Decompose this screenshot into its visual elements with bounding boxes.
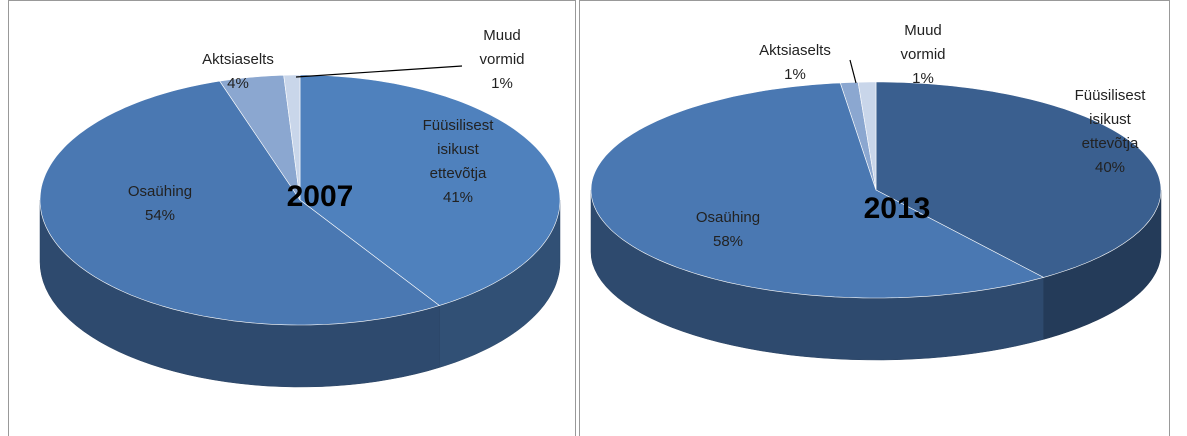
slice-label: Muud vormid (479, 27, 524, 68)
chart-title: 2013 (864, 192, 931, 225)
slice-value-label: 1% (912, 70, 934, 87)
leader-line (295, 65, 463, 78)
slice-label: Füüsilisest isikust ettevõtja (1075, 87, 1147, 152)
pie-slice (283, 74, 301, 201)
slice-value-label: 58% (713, 233, 743, 250)
pie-slice (875, 81, 1162, 278)
pie-slice (857, 81, 877, 191)
leader-line (849, 59, 857, 84)
slice-label: Muud vormid (900, 22, 945, 63)
slice-value-label: 1% (784, 66, 806, 83)
pie-slice (590, 82, 1045, 299)
slice-value-label: 41% (443, 189, 473, 206)
panel-border (8, 0, 576, 436)
slice-value-label: 54% (145, 207, 175, 224)
pie-slice (39, 80, 440, 326)
panel-border (579, 0, 1170, 436)
pie-slice (299, 74, 561, 306)
slice-value-label: 40% (1095, 159, 1125, 176)
slice-label: Füüsilisest isikust ettevõtja (423, 117, 495, 182)
pie-slice (219, 74, 301, 201)
slice-label: Aktsiaselts (759, 42, 831, 59)
slice-label: Aktsiaselts (202, 51, 274, 68)
slice-value-label: 1% (491, 75, 513, 92)
slice-label: Osaühing (696, 209, 760, 226)
slice-label: Osaühing (128, 183, 192, 200)
slice-value-label: 4% (227, 75, 249, 92)
chart-title: 2007 (287, 180, 354, 213)
